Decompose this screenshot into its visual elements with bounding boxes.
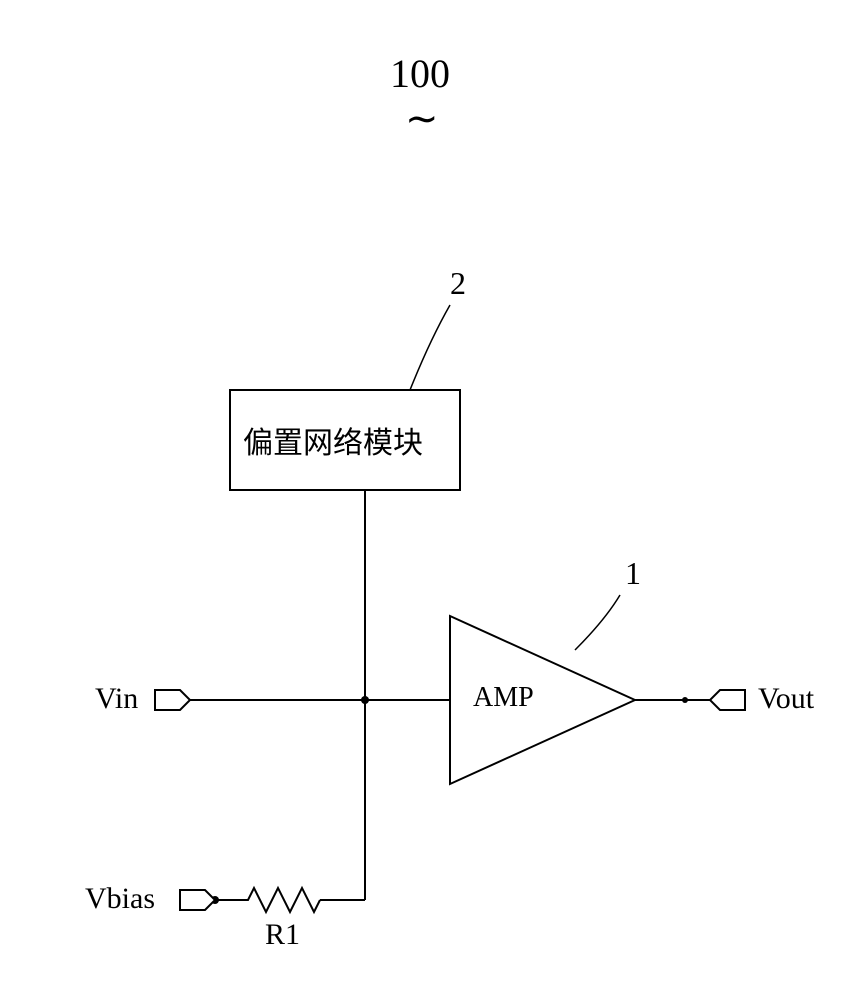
title-number: 100 bbox=[390, 50, 450, 97]
r1-label: R1 bbox=[265, 918, 300, 952]
vout-port-icon bbox=[710, 690, 745, 710]
bias-module-label: 偏置网络模块 bbox=[243, 418, 423, 462]
amplifier-label: AMP bbox=[473, 682, 534, 714]
vout-port-dot bbox=[682, 697, 688, 703]
junction-dot bbox=[361, 696, 369, 704]
vbias-label: Vbias bbox=[85, 882, 155, 916]
title-symbol: ∼ bbox=[405, 95, 439, 142]
vin-label: Vin bbox=[95, 682, 138, 716]
ref-line-1 bbox=[575, 595, 620, 650]
vin-port-icon bbox=[155, 690, 190, 710]
ref-1-label: 1 bbox=[625, 555, 641, 592]
ref-2-label: 2 bbox=[450, 265, 466, 302]
vbias-port-icon bbox=[180, 890, 215, 910]
vout-label: Vout bbox=[758, 682, 814, 716]
resistor-r1 bbox=[240, 888, 320, 912]
ref-line-2 bbox=[410, 305, 450, 390]
